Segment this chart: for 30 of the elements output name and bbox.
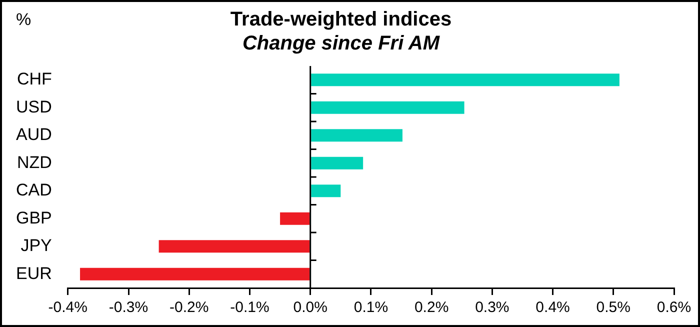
x-tick-label: 0.0%	[293, 299, 328, 316]
bar	[80, 268, 310, 280]
x-tick-label: 0.1%	[354, 299, 388, 316]
y-tick-label: NZD	[16, 152, 52, 172]
bar	[311, 156, 364, 170]
bar	[158, 240, 310, 253]
y-tick-label: CAD	[16, 180, 52, 200]
x-tick-label: -0.4%	[48, 299, 88, 316]
x-tick-label: 0.5%	[596, 299, 630, 316]
x-tick-label: 0.3%	[475, 299, 510, 316]
x-tick-label: -0.1%	[230, 299, 270, 316]
y-tick-label: EUR	[16, 264, 52, 283]
y-tick-label: GBP	[16, 208, 52, 228]
x-tick-label: -0.3%	[108, 299, 148, 316]
y-tick-label: JPY	[20, 236, 52, 256]
y-tick-label: AUD	[16, 125, 52, 144]
bar	[280, 212, 310, 225]
y-tick-label: CHF	[16, 70, 52, 89]
bar	[311, 101, 464, 114]
bar	[311, 129, 402, 142]
y-tick-label: USD	[16, 97, 52, 116]
text: %	[16, 10, 32, 30]
x-tick-label: 0.2%	[414, 299, 449, 316]
x-tick-label: 0.4%	[536, 299, 570, 316]
chart-subtitle: Change since Fri AM	[242, 32, 441, 55]
chart-title: Trade-weighted indices	[230, 8, 452, 31]
bar	[311, 184, 341, 198]
x-tick-label: -0.2%	[170, 299, 209, 316]
x-tick-label: 0.6%	[656, 299, 692, 316]
bar	[311, 74, 620, 86]
